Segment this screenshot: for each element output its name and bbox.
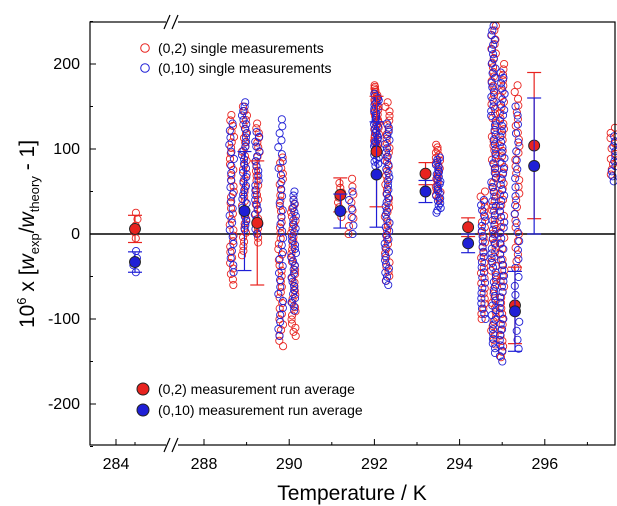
single-measurement-point-010 <box>132 247 139 254</box>
single-measurement-point-010 <box>350 222 357 229</box>
single-measurement-point-010 <box>512 175 519 182</box>
single-measurement-point-010 <box>291 188 298 195</box>
single-measurement-point-010 <box>491 221 498 228</box>
legend-bottom-label-010: (0,10) measurement run average <box>158 402 363 418</box>
single-measurement-point-02 <box>254 120 261 127</box>
y-tick-label: 0 <box>71 226 80 243</box>
single-measurement-point-02 <box>514 82 521 89</box>
y-title-sub2: theory <box>27 176 42 213</box>
single-measurement-point-010 <box>491 283 498 290</box>
single-measurement-point-010 <box>514 121 521 128</box>
single-measurement-point-02 <box>611 124 617 131</box>
legend-top-label-010: (0,10) single measurements <box>158 60 332 76</box>
single-measurement-point-02 <box>228 111 235 118</box>
x-tick-label: 290 <box>276 456 303 473</box>
single-measurement-point-02 <box>386 108 393 115</box>
run-average-point-02 <box>463 222 474 233</box>
legend-bottom-marker-02 <box>137 383 149 395</box>
legend-bottom: (0,2) measurement run average (0,10) mea… <box>124 378 409 422</box>
single-measurement-point-02 <box>292 332 299 339</box>
run-average-point-02 <box>420 168 431 179</box>
y-title-sub1: exp <box>27 233 42 254</box>
single-measurement-point-010 <box>348 213 355 220</box>
single-measurement-point-010 <box>513 148 520 155</box>
single-measurement-point-010 <box>515 255 522 262</box>
single-measurement-point-010 <box>290 196 297 203</box>
single-measurement-point-02 <box>515 149 522 156</box>
single-measurement-point-02 <box>501 60 508 67</box>
run-average-point-010 <box>371 169 382 180</box>
x-tick-label: 284 <box>103 456 130 473</box>
y-title-prefix: 10 <box>16 305 39 328</box>
run-average-point-010 <box>239 206 250 217</box>
single-measurement-point-010 <box>241 125 248 132</box>
single-measurement-point-010 <box>383 190 390 197</box>
single-measurement-point-010 <box>515 273 522 280</box>
run-average-point-010 <box>130 257 141 268</box>
legend-top-label-02: (0,2) single measurements <box>158 40 324 56</box>
single-measurement-point-010 <box>278 116 285 123</box>
single-measurement-point-010 <box>275 144 282 151</box>
x-tick-label: 296 <box>531 456 558 473</box>
y-title-tail: - 1] <box>16 140 39 176</box>
single-measurement-point-02 <box>336 179 343 186</box>
y-title-mid: x [ <box>16 269 39 297</box>
single-measurement-point-02 <box>290 328 297 335</box>
single-measurement-point-02 <box>348 175 355 182</box>
single-measurement-point-010 <box>610 178 617 185</box>
y-tick-label: 100 <box>53 141 80 158</box>
single-measurement-point-010 <box>385 281 392 288</box>
single-measurement-point-02 <box>481 188 488 195</box>
x-tick-label: 288 <box>191 456 218 473</box>
x-axis-title: Temperature / K <box>277 482 426 505</box>
single-measurement-point-02 <box>382 103 389 110</box>
single-measurement-point-010 <box>276 130 283 137</box>
single-measurement-point-010 <box>238 112 245 119</box>
x-tick-label: 292 <box>361 456 388 473</box>
single-measurement-point-010 <box>513 327 520 334</box>
single-measurement-point-02 <box>514 95 521 102</box>
run-average-point-010 <box>529 161 540 172</box>
single-measurement-point-02 <box>384 99 391 106</box>
y-tick-label: 200 <box>53 56 80 73</box>
run-average-point-010 <box>463 238 474 249</box>
y-tick-label: -200 <box>48 396 80 413</box>
y-axis-title: 106 x [wexp/wtheory - 1] <box>14 140 42 328</box>
run-average-point-02 <box>130 223 141 234</box>
legend-bottom-label-02: (0,2) measurement run average <box>158 381 355 397</box>
legend-top: (0,2) single measurements (0,10) single … <box>128 37 368 81</box>
run-average-point-010 <box>335 206 346 217</box>
x-tick-label: 294 <box>446 456 473 473</box>
single-measurement-point-010 <box>242 99 249 106</box>
single-measurement-point-010 <box>277 283 284 290</box>
single-measurement-point-02 <box>516 176 523 183</box>
single-measurement-point-02 <box>511 88 518 95</box>
run-average-point-010 <box>420 186 431 197</box>
single-measurement-point-010 <box>279 123 286 130</box>
run-average-point-010 <box>509 306 520 317</box>
single-measurement-point-02 <box>433 141 440 148</box>
y-tick-label: -100 <box>48 311 80 328</box>
run-average-point-02 <box>252 217 263 228</box>
single-measurement-point-02 <box>513 203 520 210</box>
single-measurement-point-010 <box>513 220 520 227</box>
single-measurement-point-010 <box>278 137 285 144</box>
single-measurement-point-02 <box>280 343 287 350</box>
y-title-prefix-sup: 6 <box>14 297 29 304</box>
legend-bottom-marker-010 <box>137 404 149 416</box>
single-measurement-point-010 <box>512 202 519 209</box>
single-measurement-point-02 <box>513 258 520 265</box>
single-measurement-point-010 <box>516 318 523 325</box>
